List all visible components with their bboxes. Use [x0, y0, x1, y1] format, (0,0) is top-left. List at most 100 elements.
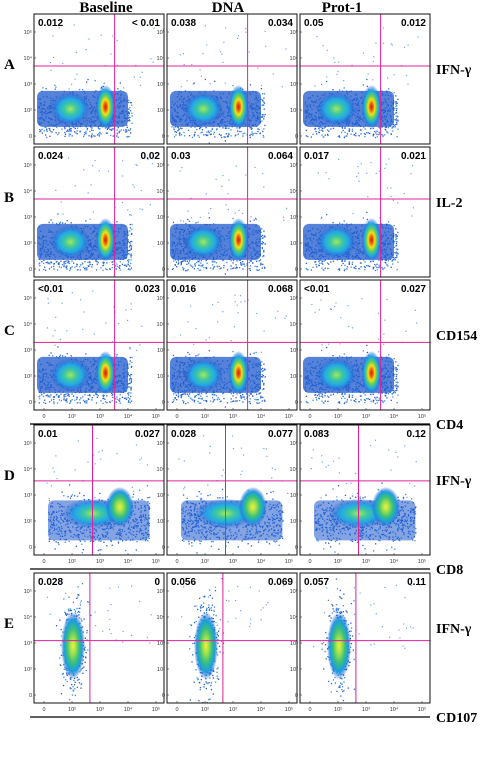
x-tick-label: 10⁵	[152, 558, 160, 565]
y-tick-label: 10⁵	[24, 588, 32, 595]
y-tick-label: 0	[295, 400, 298, 406]
y-tick-label: 10²	[290, 519, 298, 525]
y-tick-label: 10⁴	[157, 466, 166, 473]
quadrant-upper-left: 0.012	[38, 18, 63, 29]
row-letter: B	[4, 190, 14, 206]
x-tick-label: 10⁴	[257, 558, 266, 565]
y-tick-label: 0	[295, 545, 298, 551]
y-tick-label: 0	[29, 267, 32, 273]
y-tick-label: 10⁴	[290, 321, 299, 328]
event-cloud	[37, 24, 155, 139]
x-tick-label: 10⁵	[152, 706, 160, 713]
marker-label: CD154	[436, 329, 477, 344]
y-tick-label: 10⁵	[290, 162, 298, 169]
quadrant-upper-left: 0.056	[171, 577, 196, 588]
x-tick-label: 10⁴	[124, 558, 133, 565]
y-tick-label: 0	[162, 693, 165, 699]
x-tick-label: 10³	[362, 707, 370, 713]
x-tick-label: 10⁴	[390, 558, 399, 565]
y-tick-label: 10⁵	[290, 588, 298, 595]
quadrant-upper-right: 0.012	[401, 18, 426, 29]
column-title-dna: DNA	[212, 0, 245, 16]
x-tick-label: 10³	[229, 707, 237, 713]
y-tick-label: 10³	[157, 82, 165, 88]
y-tick-label: 10³	[24, 215, 32, 221]
event-cloud	[178, 435, 289, 554]
panel-frame	[299, 146, 431, 278]
x-tick-label: 0	[308, 414, 311, 420]
x-tick-label: 10²	[68, 414, 76, 420]
y-tick-label: 10⁴	[157, 321, 166, 328]
event-cloud	[46, 583, 152, 701]
y-tick-label: 10²	[24, 108, 32, 114]
y-tick-label: 10⁴	[157, 188, 166, 195]
y-tick-label: 10³	[157, 641, 165, 647]
dot-plot-panel: 0.083 0.12 10⁵ 10⁴ 10³ 10² 0 0 10² 10³ 10⁴ 10⁵	[290, 424, 431, 565]
panel-frame	[166, 424, 298, 556]
x-tick-label: 10²	[334, 414, 342, 420]
x-tick-label: 0	[42, 707, 45, 713]
y-tick-label: 10⁴	[290, 614, 299, 621]
y-tick-label: 10⁵	[157, 29, 165, 36]
panel-frame	[299, 424, 431, 556]
quadrant-upper-left: 0.03	[171, 151, 191, 162]
event-cloud	[303, 158, 414, 272]
dot-plot-panel: 0.017 0.021 10⁵ 10⁴ 10³ 10² 0	[290, 146, 431, 278]
x-tick-label: 10⁵	[285, 706, 293, 713]
marker-label: IL-2	[436, 196, 462, 211]
quadrant-upper-right: < 0.01	[132, 18, 161, 29]
dot-plot-panel: <0.01 0.027 10⁵ 10⁴ 10³ 10² 0 0 10² 10³ 10⁴ 10⁵	[290, 279, 431, 420]
y-tick-label: 10²	[157, 108, 165, 114]
x-axis-label: CD4	[436, 418, 463, 433]
y-tick-label: 10³	[290, 348, 298, 354]
y-tick-label: 10⁴	[290, 188, 299, 195]
x-tick-label: 10³	[96, 707, 104, 713]
y-tick-label: 10²	[24, 519, 32, 525]
y-tick-label: 0	[295, 693, 298, 699]
y-tick-label: 0	[162, 400, 165, 406]
y-tick-label: 10³	[157, 348, 165, 354]
x-tick-label: 0	[308, 707, 311, 713]
y-tick-label: 10⁵	[157, 162, 165, 169]
quadrant-upper-right: 0.064	[268, 151, 293, 162]
x-tick-label: 10⁴	[257, 413, 266, 420]
panel-frame	[166, 572, 298, 704]
x-tick-label: 10³	[362, 559, 370, 565]
y-tick-label: 10³	[24, 348, 32, 354]
event-cloud	[303, 27, 419, 139]
y-tick-label: 10³	[24, 641, 32, 647]
y-tick-label: 10³	[157, 493, 165, 499]
event-cloud	[170, 25, 287, 144]
y-tick-label: 10²	[24, 374, 32, 380]
quadrant-upper-right: 0	[154, 577, 160, 588]
x-tick-label: 0	[42, 414, 45, 420]
event-cloud	[303, 290, 419, 405]
y-tick-label: 10⁴	[24, 466, 33, 473]
event-cloud	[170, 291, 287, 408]
marker-label: IFN-γ	[436, 622, 472, 637]
x-tick-label: 10⁴	[390, 413, 399, 420]
y-tick-label: 10²	[157, 241, 165, 247]
y-tick-label: 10³	[24, 493, 32, 499]
x-tick-label: 0	[175, 414, 178, 420]
quadrant-upper-left: 0.057	[304, 577, 329, 588]
panel-frame	[33, 424, 165, 556]
x-tick-label: 10²	[334, 559, 342, 565]
event-cloud	[170, 165, 288, 275]
x-tick-label: 10⁵	[285, 558, 293, 565]
quadrant-upper-right: 0.077	[268, 429, 293, 440]
quadrant-upper-left: <0.01	[38, 284, 64, 295]
x-axis-label: CD107	[436, 711, 477, 726]
dot-plot-panel: 0.057 0.11 10⁵ 10⁴ 10³ 10² 0 0 10² 10³ 10⁴ 10⁵	[290, 572, 431, 713]
quadrant-upper-right: 0.11	[407, 577, 426, 588]
quadrant-upper-right: 0.02	[141, 151, 161, 162]
